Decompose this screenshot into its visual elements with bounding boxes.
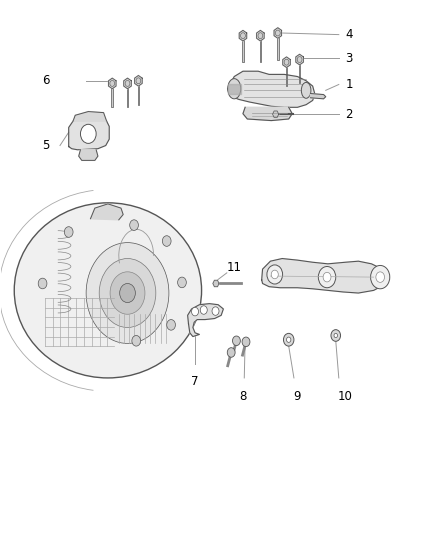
Circle shape	[323, 272, 331, 282]
Bar	[242, 36, 244, 62]
Circle shape	[371, 265, 390, 289]
Bar	[111, 84, 113, 107]
Text: 6: 6	[42, 74, 50, 87]
Text: 11: 11	[227, 262, 242, 274]
Circle shape	[286, 337, 291, 342]
Polygon shape	[79, 150, 98, 160]
Circle shape	[81, 124, 96, 143]
Polygon shape	[261, 259, 385, 293]
Polygon shape	[91, 204, 123, 220]
Circle shape	[99, 259, 156, 327]
Text: 5: 5	[42, 139, 50, 152]
Circle shape	[318, 266, 336, 288]
Polygon shape	[283, 57, 290, 68]
Circle shape	[233, 336, 240, 345]
Circle shape	[212, 307, 219, 316]
Ellipse shape	[228, 79, 241, 99]
Polygon shape	[69, 118, 109, 150]
Circle shape	[130, 220, 138, 230]
Polygon shape	[187, 304, 223, 336]
Polygon shape	[228, 71, 315, 107]
Circle shape	[191, 308, 198, 316]
Ellipse shape	[14, 203, 201, 378]
Polygon shape	[213, 280, 219, 287]
Bar	[299, 60, 300, 84]
Circle shape	[200, 306, 207, 314]
Bar	[127, 84, 128, 107]
Text: 3: 3	[345, 52, 353, 65]
Circle shape	[271, 270, 278, 279]
Polygon shape	[311, 93, 326, 99]
Polygon shape	[109, 78, 116, 88]
Circle shape	[86, 243, 169, 343]
Polygon shape	[73, 111, 106, 121]
Text: 4: 4	[345, 28, 353, 41]
Bar	[259, 36, 261, 62]
Text: 1: 1	[345, 78, 353, 91]
Circle shape	[167, 320, 176, 330]
Text: 2: 2	[345, 108, 353, 120]
Polygon shape	[272, 111, 279, 117]
Circle shape	[64, 227, 73, 237]
Circle shape	[334, 333, 338, 337]
Bar	[277, 33, 279, 60]
Circle shape	[162, 236, 171, 246]
Bar	[286, 62, 287, 86]
Polygon shape	[239, 30, 247, 41]
Circle shape	[178, 277, 186, 288]
Polygon shape	[296, 54, 304, 65]
Polygon shape	[134, 76, 142, 86]
Polygon shape	[124, 78, 131, 88]
Circle shape	[331, 329, 340, 341]
Circle shape	[267, 265, 283, 284]
Ellipse shape	[301, 83, 311, 98]
Polygon shape	[257, 30, 264, 41]
Bar	[138, 81, 139, 104]
Polygon shape	[228, 84, 241, 93]
Text: 9: 9	[293, 390, 301, 402]
Polygon shape	[243, 107, 292, 120]
Text: 10: 10	[338, 390, 353, 402]
Circle shape	[38, 278, 47, 289]
Circle shape	[132, 335, 141, 346]
Polygon shape	[274, 28, 282, 38]
Circle shape	[242, 337, 250, 346]
Circle shape	[376, 272, 385, 282]
Circle shape	[110, 272, 145, 314]
Circle shape	[283, 333, 294, 346]
Circle shape	[120, 284, 135, 303]
Text: 8: 8	[239, 390, 247, 402]
Circle shape	[227, 348, 235, 357]
Text: 7: 7	[191, 375, 199, 388]
